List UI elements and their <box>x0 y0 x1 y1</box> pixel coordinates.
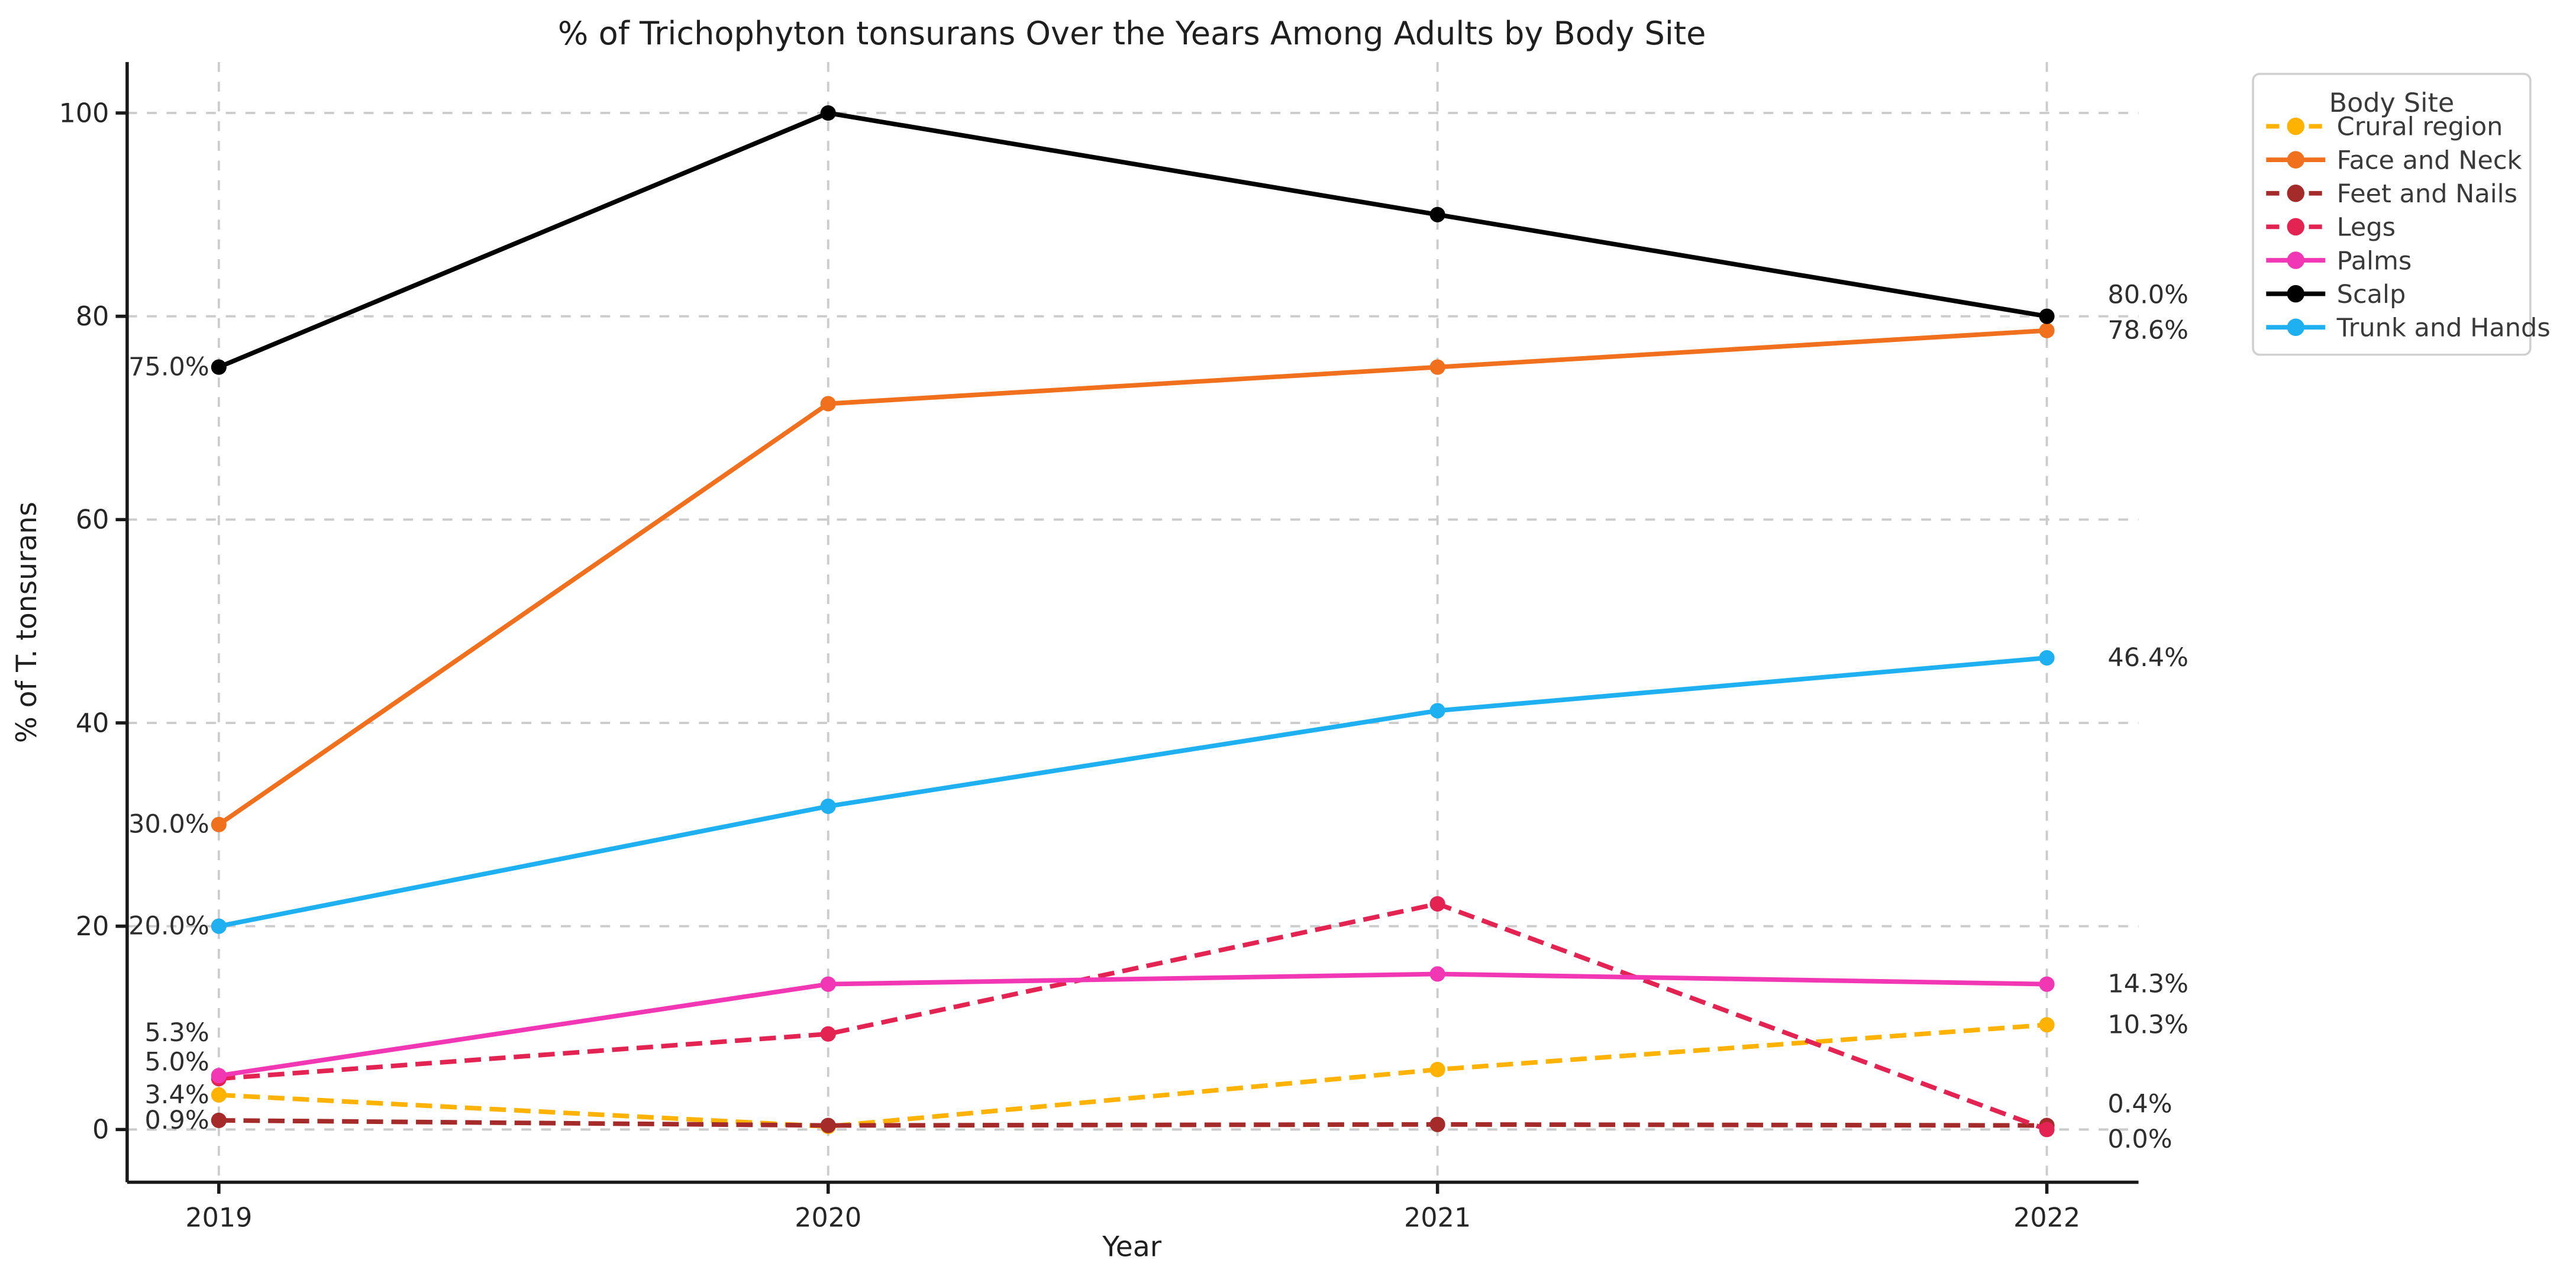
x-tick-label-2019: 2019 <box>185 1203 252 1233</box>
series-point-palms-2021 <box>1429 966 1445 982</box>
series-line-legs <box>218 901 2048 1132</box>
annotation-last-face-and-neck: 78.6% <box>2107 316 2188 345</box>
x-tick-label-2021: 2021 <box>1404 1203 1471 1233</box>
legend-label-scalp: Scalp <box>2337 280 2406 309</box>
annotation-last-feet-and-nails: 0.4% <box>2107 1089 2172 1119</box>
annotation-first-scalp: 75.0% <box>128 352 209 382</box>
series-line-feet-and-nails <box>218 1118 2047 1128</box>
y-tick-label-0: 0 <box>92 1115 109 1145</box>
legend-marker-feet-and-nails <box>2287 185 2304 202</box>
legend-marker-face-and-neck <box>2287 151 2304 169</box>
series-point-palms-2020 <box>820 976 836 992</box>
legend-item-legs: Legs <box>2266 213 2396 243</box>
series-line-palms <box>218 971 2047 1078</box>
legend-item-feet-and-nails: Feet and Nails <box>2266 179 2517 209</box>
annotation-last-legs: 0.0% <box>2107 1125 2172 1154</box>
series-point-trunk-and-hands-2021 <box>1429 703 1445 719</box>
series-point-feet-and-nails-2021 <box>1429 1116 1445 1132</box>
axes-layer: 2019 2020 2021 2022 0 20 40 60 80 100 <box>59 62 2139 1233</box>
x-axis-label: Year <box>1102 1231 1162 1264</box>
series-point-trunk-and-hands-2022 <box>2039 650 2055 666</box>
legend-item-face-and-neck: Face and Neck <box>2266 146 2522 175</box>
series-layer <box>211 105 2055 1138</box>
annotation-last-scalp: 80.0% <box>2107 280 2188 309</box>
series-line-crural-region <box>218 1022 2047 1129</box>
annotation-first-face-and-neck: 30.0% <box>128 810 209 839</box>
series-point-legs-2020 <box>820 1026 836 1042</box>
legend-label-face-and-neck: Face and Neck <box>2337 146 2522 175</box>
legend-title: Body Site <box>2329 88 2455 118</box>
x-tick-label-2020: 2020 <box>795 1203 861 1233</box>
annotation-last-crural-region: 10.3% <box>2107 1010 2188 1039</box>
series-point-face-and-neck-2022 <box>2039 322 2055 338</box>
legend-label-crural-region: Crural region <box>2337 112 2503 142</box>
y-tick-label-20: 20 <box>76 912 109 942</box>
legend-item-palms: Palms <box>2266 246 2412 276</box>
legend-marker-scalp <box>2287 285 2304 303</box>
y-tick-label-40: 40 <box>76 708 109 738</box>
series-point-scalp-2019 <box>211 359 227 375</box>
annotation-last-palms: 14.3% <box>2107 970 2188 999</box>
y-tick-label-80: 80 <box>76 302 109 332</box>
series-point-face-and-neck-2020 <box>820 396 836 412</box>
series-point-trunk-and-hands-2020 <box>820 798 836 814</box>
series-point-feet-and-nails-2020 <box>820 1117 836 1133</box>
annotation-first-legs: 5.0% <box>144 1048 209 1077</box>
series-point-legs-2022 <box>2039 1122 2055 1138</box>
annotation-first-crural-region: 3.4% <box>144 1080 209 1110</box>
series-point-trunk-and-hands-2019 <box>211 918 227 934</box>
series-point-palms-2019 <box>211 1068 227 1084</box>
annotation-first-trunk-and-hands: 20.0% <box>128 912 209 941</box>
y-tick-label-60: 60 <box>76 505 109 535</box>
series-point-feet-and-nails-2019 <box>211 1112 227 1128</box>
legend-label-palms: Palms <box>2337 246 2412 276</box>
series-point-legs-2021 <box>1429 896 1445 912</box>
series-line-scalp <box>218 110 2048 370</box>
series-line-trunk-and-hands <box>218 655 2047 929</box>
series-point-crural-region-2019 <box>211 1087 227 1103</box>
legend-item-trunk-and-hands: Trunk and Hands <box>2266 314 2551 343</box>
y-axis-label: % of T. tonsurans <box>11 502 43 743</box>
legend-label-feet-and-nails: Feet and Nails <box>2337 179 2517 209</box>
legend-label-legs: Legs <box>2337 213 2396 243</box>
legend-marker-legs <box>2287 218 2304 236</box>
series-point-scalp-2020 <box>820 105 836 121</box>
series-line-face-and-neck <box>217 328 2047 827</box>
legend-item-scalp: Scalp <box>2266 280 2406 309</box>
series-point-crural-region-2022 <box>2039 1017 2055 1033</box>
series-point-face-and-neck-2019 <box>211 816 227 832</box>
series-point-palms-2022 <box>2039 976 2055 992</box>
series-point-scalp-2021 <box>1429 206 1445 222</box>
series-point-crural-region-2021 <box>1429 1061 1445 1078</box>
legend-label-trunk-and-hands: Trunk and Hands <box>2336 314 2551 343</box>
legend-box <box>2252 73 2532 356</box>
legend-marker-trunk-and-hands <box>2287 318 2304 336</box>
legend-item-crural-region: Crural region <box>2266 112 2503 142</box>
legend-marker-crural-region <box>2287 117 2304 135</box>
annotations-layer: 3.4% 10.3% 30.0% 78.6% 0.9% 0.4% 5.0% 0.0% 5.3% 1… <box>128 280 2188 1154</box>
x-tick-label-2022: 2022 <box>2013 1203 2080 1233</box>
annotation-last-trunk-and-hands: 46.4% <box>2107 643 2188 673</box>
y-tick-label-100: 100 <box>59 98 109 128</box>
annotation-first-palms: 5.3% <box>144 1018 209 1048</box>
legend-marker-palms <box>2287 251 2304 269</box>
annotation-first-feet-and-nails: 0.9% <box>144 1106 209 1135</box>
chart-title: % of Trichophyton tonsurans Over the Yea… <box>558 15 1706 52</box>
series-point-face-and-neck-2021 <box>1429 359 1445 375</box>
grid-layer <box>127 62 2139 1183</box>
series-point-scalp-2022 <box>2039 308 2055 324</box>
